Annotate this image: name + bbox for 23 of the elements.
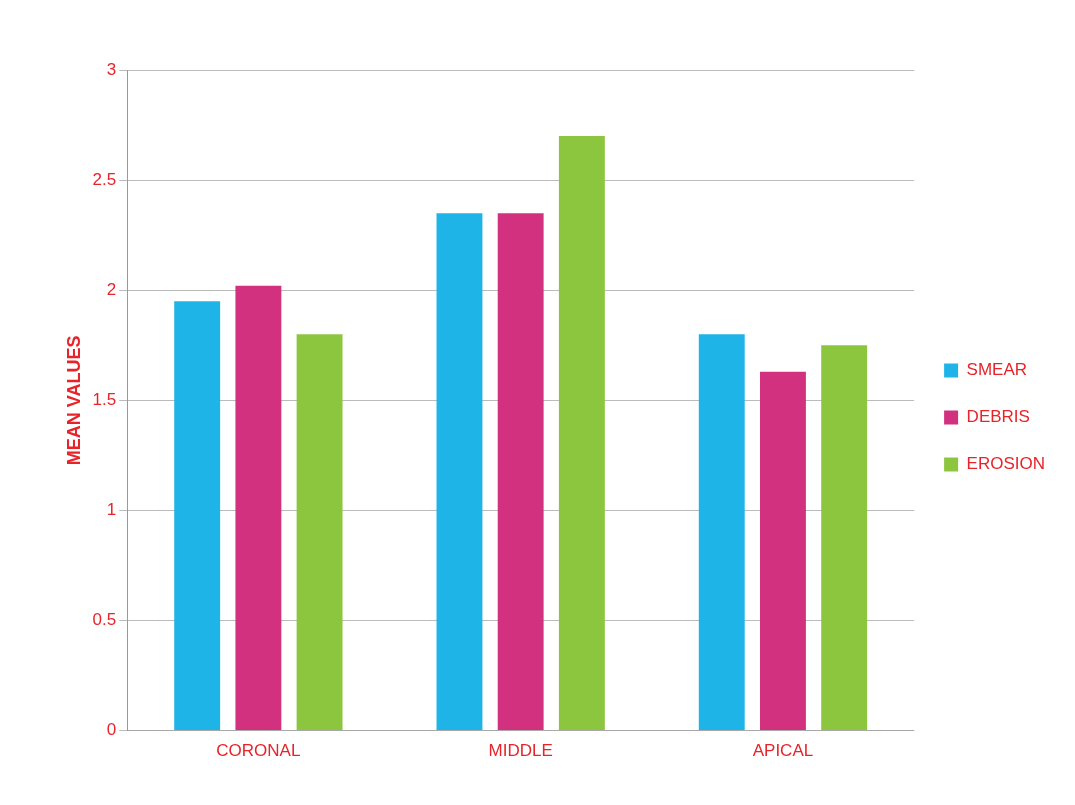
bar (821, 345, 868, 731)
y-axis-title: MEAN VALUES (63, 335, 84, 466)
y-tick-label: 2.5 (92, 169, 117, 189)
bar (760, 371, 806, 731)
legend-label: DEBRIS (966, 407, 1030, 427)
y-tick-label: 1 (106, 500, 117, 520)
bar (436, 213, 483, 731)
y-tick-label: 2 (106, 279, 117, 299)
legend-label: EROSION (966, 454, 1046, 474)
x-tick-label: MIDDLE (488, 741, 553, 761)
legend-label: SMEAR (966, 360, 1028, 380)
bar (174, 301, 221, 731)
x-tick-label: APICAL (752, 741, 814, 761)
y-tick-label: 0 (106, 720, 117, 740)
y-tick-label: 0.5 (92, 610, 117, 630)
bar (558, 136, 605, 731)
bar (296, 334, 343, 731)
y-tick-label: 1.5 (92, 389, 117, 409)
bar (235, 285, 282, 731)
x-tick-label: CORONAL (216, 741, 301, 761)
y-tick-label: 3 (106, 59, 117, 79)
bar (497, 213, 544, 731)
bar (698, 334, 745, 731)
